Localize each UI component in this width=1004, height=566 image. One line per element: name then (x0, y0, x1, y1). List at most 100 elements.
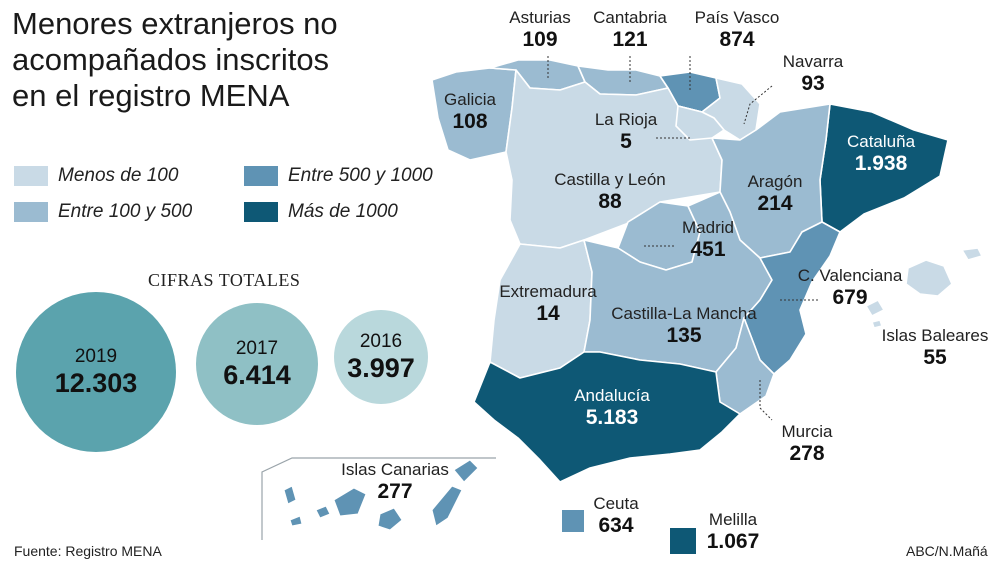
total-year: 2017 (235, 337, 279, 359)
region-label-melilla: Melilla 1.067 (698, 510, 768, 554)
region-label-murcia: Murcia 278 (764, 422, 850, 466)
region-value: 121 (612, 28, 648, 51)
region-value: 109 (522, 28, 558, 51)
region-name: C. Valenciana (797, 266, 903, 285)
canarias-inset-frame (261, 457, 496, 540)
region-value: 93 (801, 72, 825, 95)
region-name: Extremadura (499, 282, 597, 301)
region-shape-andalucia (473, 351, 741, 483)
legend-swatch-500-1000 (244, 166, 278, 186)
total-value: 3.997 (347, 352, 415, 383)
region-label-extremadura: Extremadura 14 (486, 282, 610, 326)
total-bubble-2019: 2019 12.303 (16, 292, 176, 452)
canarias-island-la-palma (283, 485, 297, 505)
region-label-valenciana: C. Valenciana 679 (788, 266, 912, 310)
legend-item-100-500: Entre 100 y 500 (14, 200, 192, 224)
region-value: 55 (923, 346, 947, 369)
total-value: 6.414 (223, 359, 291, 390)
canarias-island-la-gomera (315, 505, 331, 519)
canarias-island-tenerife (333, 487, 367, 517)
region-value: 108 (452, 110, 488, 133)
region-value: 88 (598, 190, 622, 213)
melilla-marker (670, 528, 696, 554)
region-shape-navarra (701, 77, 761, 141)
region-name: Islas Baleares (881, 326, 989, 345)
region-value: 135 (666, 324, 702, 347)
region-shape-baleares-formentera (871, 319, 883, 329)
region-value: 1.067 (706, 530, 760, 553)
title-line-1: Menores extranjeros no (12, 6, 338, 41)
region-label-baleares: Islas Baleares 55 (872, 326, 998, 370)
region-label-pais-vasco: País Vasco 874 (682, 8, 792, 52)
legend-item-500-1000: Entre 500 y 1000 (244, 164, 433, 188)
legend-item-menos-100: Menos de 100 (14, 164, 178, 188)
page-title: Menores extranjeros no acompañados inscr… (12, 6, 338, 114)
totals-heading: CIFRAS TOTALES (148, 270, 301, 290)
legend-label: Entre 500 y 1000 (288, 165, 433, 186)
region-name: Asturias (509, 8, 571, 27)
region-name: Cataluña (846, 132, 916, 151)
region-value: 14 (536, 302, 560, 325)
region-label-la-rioja: La Rioja 5 (586, 110, 666, 154)
legend-swatch-100-500 (14, 202, 48, 222)
region-name: Islas Canarias (341, 460, 449, 479)
total-year: 2019 (74, 345, 118, 367)
legend-swatch-menos-100 (14, 166, 48, 186)
region-name: Aragón (747, 172, 803, 191)
region-value: 278 (789, 442, 825, 465)
region-value: 679 (832, 286, 868, 309)
region-shape-la-rioja (675, 105, 725, 141)
region-name: Castilla y León (554, 170, 666, 189)
title-line-3: en el registro MENA (12, 78, 290, 113)
canarias-island-lanzarote (453, 459, 479, 483)
region-name: Navarra (782, 52, 844, 71)
ceuta-marker (562, 510, 584, 532)
region-shape-baleares-ibiza (865, 299, 885, 317)
total-year: 2016 (359, 330, 403, 352)
region-label-galicia: Galicia 108 (420, 90, 520, 134)
region-label-cataluna: Cataluña 1.938 (826, 132, 936, 176)
region-label-asturias: Asturias 109 (490, 8, 590, 52)
region-label-castilla-mancha: Castilla-La Mancha 135 (594, 304, 774, 348)
region-name: Castilla-La Mancha (611, 304, 757, 323)
legend-swatch-mas-1000 (244, 202, 278, 222)
legend-label: Entre 100 y 500 (58, 201, 193, 222)
title-line-2: acompañados inscritos (12, 42, 330, 77)
total-value: 12.303 (54, 367, 138, 398)
region-name: Galicia (444, 90, 496, 109)
legend-item-mas-1000: Más de 1000 (244, 200, 398, 224)
region-name: Murcia (781, 422, 833, 441)
region-label-castilla-leon: Castilla y León 88 (540, 170, 680, 214)
total-bubble-2017: 2017 6.414 (196, 303, 318, 425)
leader-line-murcia (759, 380, 773, 421)
region-name: Ceuta (593, 494, 639, 513)
region-label-navarra: Navarra 93 (768, 52, 858, 96)
region-name: Andalucía (574, 386, 650, 405)
total-bubble-2016: 2016 3.997 (334, 310, 428, 404)
canarias-island-fuerteventura (431, 485, 463, 527)
region-label-madrid: Madrid 451 (666, 218, 750, 262)
region-name: Madrid (682, 218, 734, 237)
region-value: 277 (377, 480, 413, 503)
region-shape-valenciana (743, 221, 841, 375)
region-value: 5.183 (585, 406, 639, 429)
region-name: La Rioja (594, 110, 658, 129)
legend-label: Más de 1000 (288, 201, 398, 222)
region-value: 214 (757, 192, 793, 215)
region-value: 451 (690, 238, 726, 261)
region-shape-baleares-menorca (961, 247, 983, 261)
region-label-canarias: Islas Canarias 277 (330, 460, 460, 504)
region-shape-baleares-mallorca (905, 259, 953, 297)
leader-line-navarra (743, 85, 773, 125)
credit-note: ABC/N.Mañá (906, 543, 988, 559)
region-value: 1.938 (854, 152, 908, 175)
source-note: Fuente: Registro MENA (14, 543, 162, 559)
region-label-andalucia: Andalucía 5.183 (556, 386, 668, 430)
canarias-island-gran-canaria (377, 507, 403, 531)
region-name: Cantabria (593, 8, 667, 27)
region-name: País Vasco (694, 8, 780, 27)
canarias-island-el-hierro (289, 515, 303, 527)
region-label-ceuta: Ceuta 634 (588, 494, 644, 538)
